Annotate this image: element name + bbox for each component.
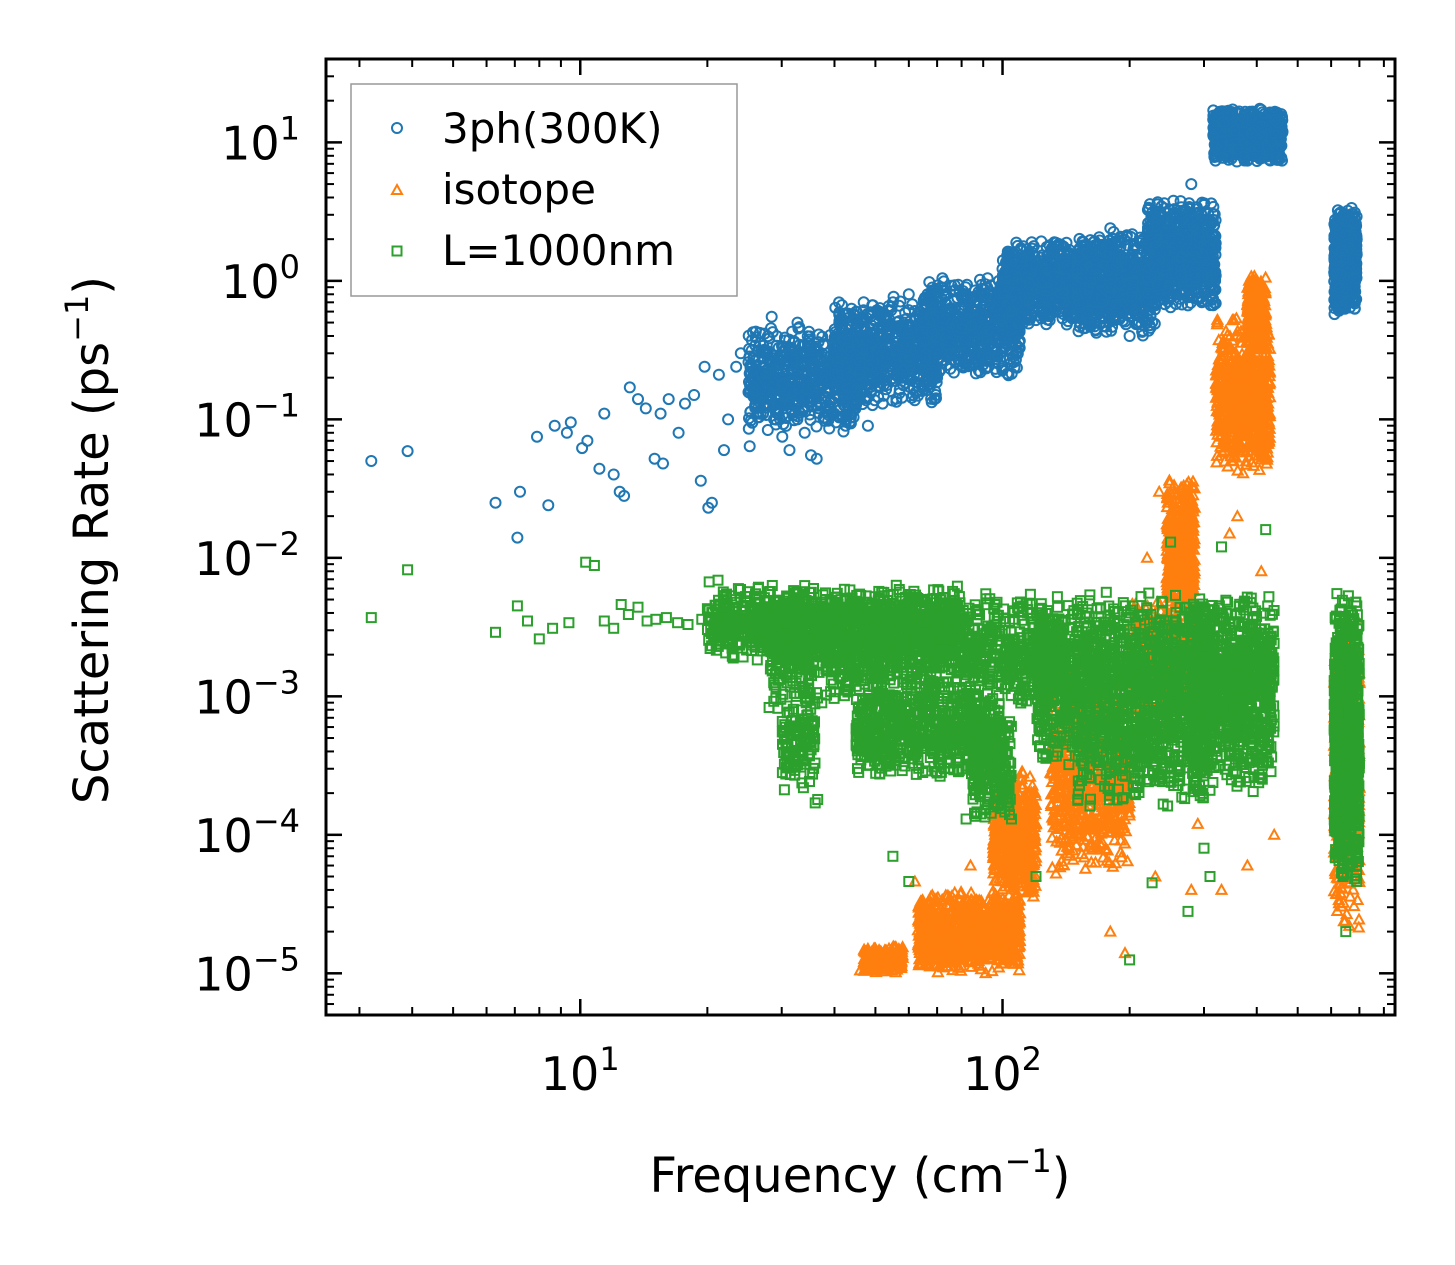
data-point-circle — [791, 363, 804, 376]
data-point-circle — [847, 404, 860, 417]
data-point-circle — [761, 345, 774, 358]
data-point-circle — [788, 335, 801, 348]
data-point-circle — [783, 397, 796, 409]
data-point-circle — [786, 375, 798, 388]
data-point-circle — [774, 357, 787, 370]
series-0 — [365, 102, 1363, 544]
data-point-circle — [810, 420, 823, 433]
data-point-circle — [812, 328, 825, 341]
data-point-circle — [837, 425, 850, 438]
data-point-circle — [777, 418, 790, 431]
data-point-circle — [806, 373, 819, 386]
data-point-circle — [787, 409, 800, 422]
data-points — [365, 102, 1367, 979]
data-point-circle — [765, 391, 778, 404]
data-point-circle — [804, 413, 817, 426]
data-point-circle — [823, 422, 836, 435]
data-point-circle — [818, 349, 830, 362]
data-point-circle — [776, 350, 789, 363]
data-point-circle — [802, 339, 814, 352]
data-point-circle — [800, 373, 813, 386]
data-point-circle — [761, 424, 774, 436]
data-point-circle — [802, 392, 815, 405]
data-point-circle — [749, 325, 762, 338]
data-point-circle — [792, 322, 805, 335]
data-point-circle — [778, 384, 791, 397]
data-point-circle — [817, 412, 830, 424]
data-point-circle — [769, 391, 782, 404]
data-point-circle — [807, 392, 820, 405]
data-point-circle — [771, 330, 784, 343]
data-point-circle — [777, 385, 790, 398]
data-point-circle — [799, 345, 811, 358]
data-point-circle — [816, 350, 829, 363]
